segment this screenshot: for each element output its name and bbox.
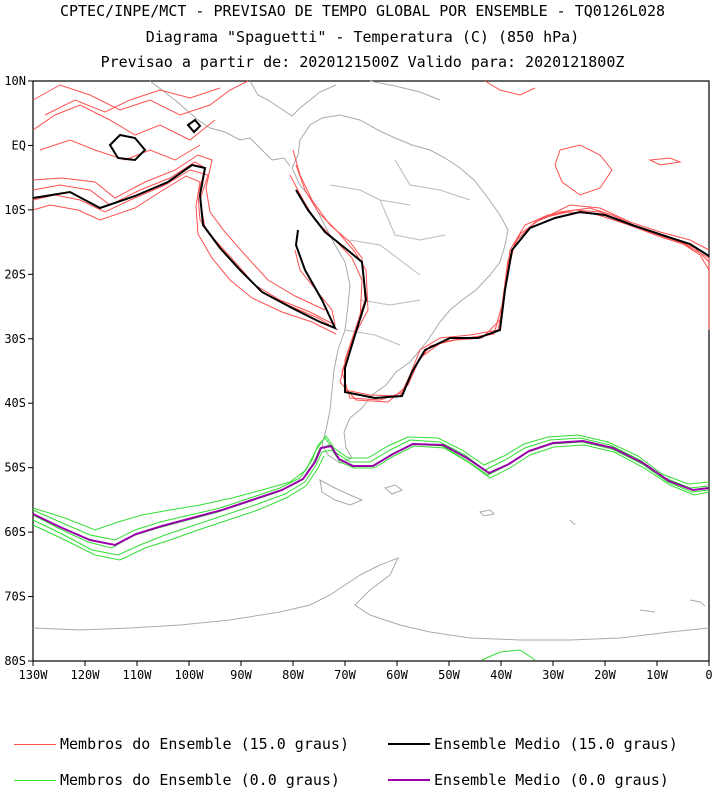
country-borders bbox=[329, 159, 471, 346]
x-tick-label: 100W bbox=[175, 668, 205, 682]
south-america-coast bbox=[291, 114, 509, 464]
central-america-coast bbox=[149, 80, 291, 167]
y-tick-label: 10S bbox=[4, 203, 26, 217]
legend-swatch-purple bbox=[388, 779, 430, 781]
legend-item-members-0: Membros do Ensemble (0.0 graus) bbox=[14, 771, 340, 789]
x-tick-label: 60W bbox=[386, 668, 408, 682]
south-georgia-coast bbox=[478, 509, 496, 517]
x-tick-label: 50W bbox=[438, 668, 460, 682]
x-tick-label: 0 bbox=[705, 668, 712, 682]
y-tick-label: 20S bbox=[4, 267, 26, 281]
legend-item-mean-0: Ensemble Medio (0.0 graus) bbox=[388, 771, 669, 789]
mean-15deg bbox=[32, 118, 710, 400]
map-frame bbox=[32, 80, 710, 662]
legend-label-members-0: Membros do Ensemble (0.0 graus) bbox=[60, 771, 340, 789]
coastlines bbox=[32, 80, 710, 641]
y-tick-label: 30S bbox=[4, 332, 26, 346]
x-tick-label: 110W bbox=[123, 668, 153, 682]
title-line-1: CPTEC/INPE/MCT - PREVISAO DE TEMPO GLOBA… bbox=[59, 2, 666, 20]
y-tick-label: EQ bbox=[12, 138, 26, 152]
title-line-2: Diagrama "Spaguetti" - Temperatura (C) (… bbox=[145, 28, 580, 46]
y-tick-label: 50S bbox=[4, 461, 26, 475]
y-axis: 10N EQ 10S 20S 30S 40S 50S 60S 70S 80S bbox=[4, 74, 33, 668]
y-tick-label: 40S bbox=[4, 396, 26, 410]
x-tick-label: 70W bbox=[334, 668, 356, 682]
legend-item-members-15: Membros do Ensemble (15.0 graus) bbox=[14, 735, 349, 753]
legend-label-mean-0: Ensemble Medio (0.0 graus) bbox=[434, 771, 669, 789]
y-tick-label: 10N bbox=[4, 74, 26, 88]
mean-0deg bbox=[32, 439, 710, 547]
antarctica-coast bbox=[32, 557, 710, 641]
falklands-coast bbox=[383, 484, 404, 495]
x-tick-label: 90W bbox=[230, 668, 252, 682]
x-axis: 130W 120W 110W 100W 90W 80W 70W 60W 50W 40W 30W 20W… bbox=[19, 661, 713, 682]
legend-swatch-red bbox=[14, 743, 56, 745]
y-tick-label: 60S bbox=[4, 525, 26, 539]
legend-label-mean-15: Ensemble Medio (15.0 graus) bbox=[434, 735, 678, 753]
x-tick-label: 40W bbox=[490, 668, 512, 682]
x-tick-label: 30W bbox=[542, 668, 564, 682]
y-tick-label: 70S bbox=[4, 590, 26, 604]
central-america-coast-2 bbox=[249, 80, 337, 117]
y-tick-label: 80S bbox=[4, 654, 26, 668]
legend-label-members-15: Membros do Ensemble (15.0 graus) bbox=[60, 735, 349, 753]
x-tick-label: 120W bbox=[71, 668, 101, 682]
antarctic-islands bbox=[569, 519, 706, 613]
tierra-del-fuego-coast bbox=[319, 479, 364, 506]
legend-item-mean-15: Ensemble Medio (15.0 graus) bbox=[388, 735, 678, 753]
x-tick-label: 80W bbox=[282, 668, 304, 682]
legend-swatch-green bbox=[14, 779, 56, 781]
title-line-3: Previsao a partir de: 2020121500Z Valido… bbox=[100, 53, 625, 71]
x-tick-label: 20W bbox=[594, 668, 616, 682]
x-tick-label: 130W bbox=[19, 668, 49, 682]
x-tick-label: 10W bbox=[646, 668, 668, 682]
legend-swatch-black bbox=[388, 743, 430, 745]
caribbean-coast bbox=[369, 80, 441, 101]
